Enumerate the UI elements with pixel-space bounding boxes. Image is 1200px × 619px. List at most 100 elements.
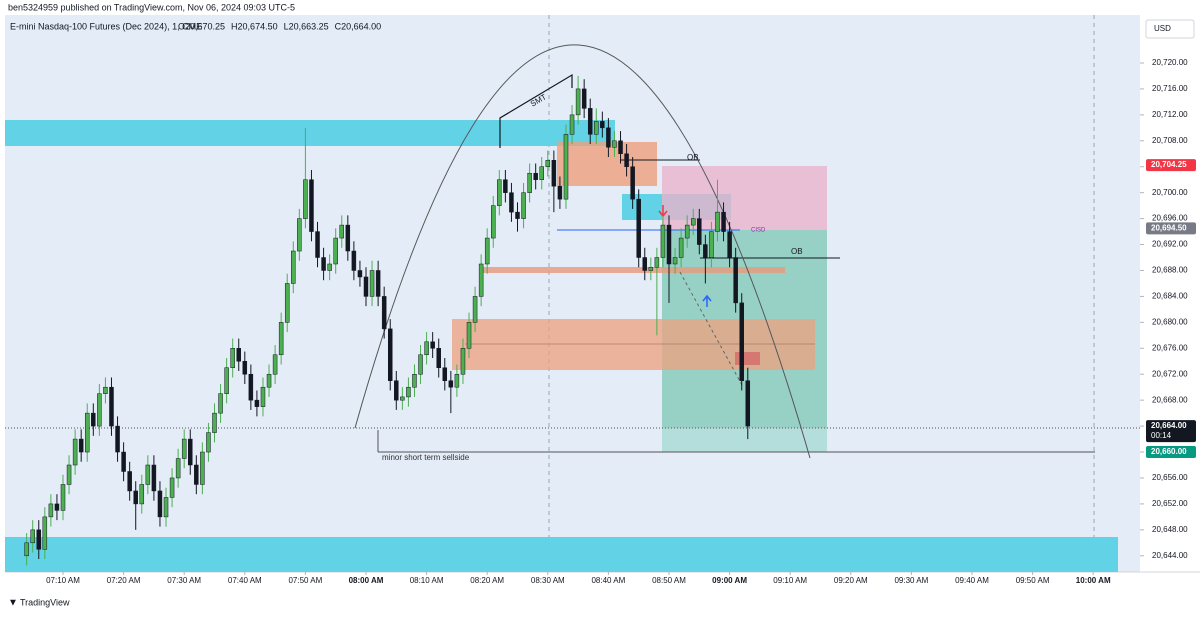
candle-body — [315, 231, 320, 258]
candle-body — [745, 380, 751, 427]
candle-body — [369, 270, 375, 297]
candle-body — [157, 490, 163, 518]
candle-body — [145, 464, 151, 485]
candle-body — [436, 348, 441, 368]
candle-body — [624, 153, 629, 167]
candle-body — [563, 134, 569, 200]
annotation: CISD — [751, 228, 766, 234]
candle-body — [448, 380, 454, 388]
y-tick-label: 20,648.00 — [1152, 525, 1188, 534]
candle-body — [521, 192, 526, 219]
currency[interactable]: USD — [1154, 24, 1171, 33]
candle-body — [727, 231, 732, 258]
candle-body — [478, 263, 484, 297]
candle-body — [594, 121, 599, 135]
candle-body — [636, 198, 641, 258]
candle-body — [600, 121, 605, 129]
candle-body — [418, 354, 423, 375]
countdown: 00:14 — [1151, 431, 1172, 440]
ohlc-value: H20,674.50 — [231, 21, 278, 31]
price-label: 20,704.25 — [1151, 160, 1187, 169]
candle-body — [109, 386, 114, 427]
candle-body — [78, 438, 84, 453]
x-tick-label: 09:10 AM — [773, 576, 807, 585]
candle-body — [575, 88, 581, 116]
x-tick-label: 08:10 AM — [410, 576, 444, 585]
x-tick-label: 09:00 AM — [712, 576, 747, 585]
currency-box[interactable] — [1145, 19, 1195, 39]
zone — [480, 267, 785, 273]
candle-body — [260, 386, 266, 407]
candle-body — [375, 270, 381, 297]
candle-body — [484, 237, 490, 265]
candle-body — [194, 464, 199, 485]
annotation: OB — [791, 247, 803, 256]
candle-body — [200, 451, 205, 485]
symbol-title: E-mini Nasdaq-100 Futures (Dec 2024), 1,… — [10, 21, 202, 31]
candle-body — [121, 451, 126, 472]
candle-body — [206, 432, 211, 453]
price-label-box — [1146, 446, 1196, 459]
brand: TradingView — [20, 597, 70, 607]
x-tick-label: 10:00 AM — [1076, 576, 1111, 585]
candle-body — [430, 341, 435, 349]
candle-body — [248, 373, 254, 401]
candle-body — [284, 283, 290, 323]
candle-body — [527, 172, 532, 193]
candle-body — [333, 237, 338, 265]
candle-body — [672, 257, 678, 265]
candle-body — [739, 302, 744, 381]
candle-body — [36, 529, 42, 550]
candle-body — [387, 328, 393, 381]
price-label-box — [1146, 222, 1196, 235]
candle-body — [466, 322, 472, 349]
price-label-box — [1146, 159, 1196, 172]
candle-body — [24, 542, 29, 557]
candle-body — [678, 237, 684, 258]
candle-body — [91, 412, 96, 427]
y-tick-label: 20,676.00 — [1152, 343, 1188, 352]
candle-body — [327, 263, 332, 271]
candle-body — [412, 373, 417, 388]
x-tick-label: 08:30 AM — [531, 576, 565, 585]
candle-body — [660, 224, 666, 258]
target-zone — [662, 428, 827, 452]
candle-body — [618, 140, 623, 155]
candle-body — [381, 296, 387, 330]
candle-body — [612, 140, 617, 148]
candle-body — [115, 425, 120, 453]
candle-body — [66, 464, 72, 485]
candle-body — [224, 367, 229, 394]
stop-zone — [662, 166, 827, 230]
candle-body — [266, 373, 272, 388]
candle-body — [503, 179, 508, 193]
candle-body — [163, 497, 169, 518]
candle-body — [42, 516, 48, 550]
y-tick-label: 20,716.00 — [1152, 84, 1188, 93]
candle-body — [690, 218, 696, 226]
x-tick-label: 08:50 AM — [652, 576, 686, 585]
candle-body — [351, 250, 357, 271]
candle-body — [127, 471, 132, 492]
candle-body — [400, 396, 405, 401]
candle-body — [569, 114, 575, 135]
candle-body — [406, 386, 411, 398]
candles — [24, 75, 751, 566]
price-axis — [1140, 15, 1200, 572]
candle-body — [539, 166, 544, 180]
candle-body — [345, 224, 351, 252]
x-tick-label: 09:30 AM — [894, 576, 928, 585]
price-label: 20,660.00 — [1151, 447, 1187, 456]
x-tick-label: 07:40 AM — [228, 576, 262, 585]
candle-body — [103, 386, 108, 394]
candle-body — [703, 244, 708, 258]
zone — [452, 319, 815, 370]
zone — [5, 120, 615, 146]
y-tick-label: 20,672.00 — [1152, 369, 1188, 378]
candle-body — [175, 458, 181, 479]
candle-body — [321, 257, 326, 271]
candle-body — [581, 88, 587, 109]
candle-body — [491, 205, 496, 239]
candle-body — [442, 367, 448, 381]
candle-body — [309, 179, 314, 232]
